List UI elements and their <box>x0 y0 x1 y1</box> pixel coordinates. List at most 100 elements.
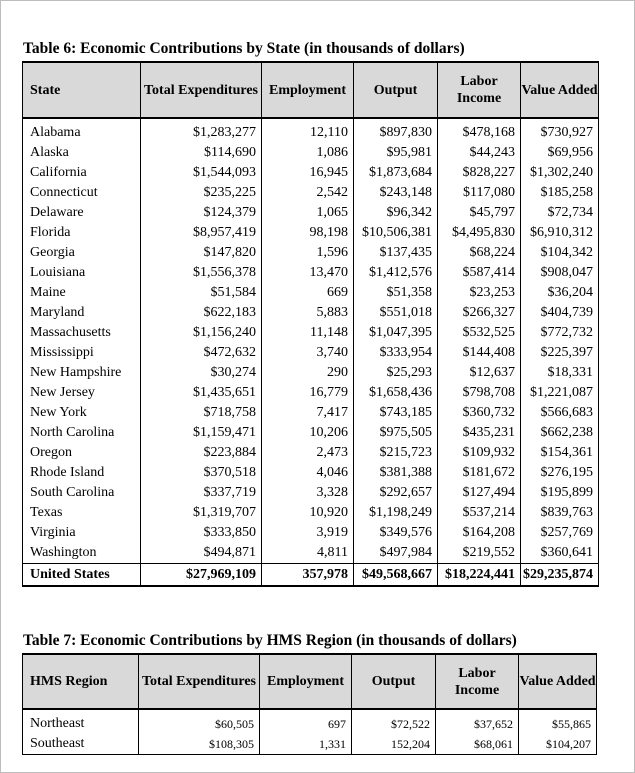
table-cell: $68,224 <box>437 243 521 263</box>
table-row: Massachusetts $1,156,240 11,148 $1,047,395 $… <box>22 323 599 343</box>
table-cell: 12,110 <box>261 123 354 143</box>
row-label: New Jersey <box>22 383 141 403</box>
table-cell: $243,148 <box>353 183 438 203</box>
table-cell: $1,412,576 <box>353 263 438 283</box>
table-cell: $975,505 <box>353 423 438 443</box>
table7-caption: Table 7: Economic Contributions by HMS R… <box>23 632 517 649</box>
table7-body: Northeast $60,505 697 $72,522 $37,652 $55,865… <box>22 709 597 755</box>
table-cell: $1,047,395 <box>353 323 438 343</box>
table-cell: $1,873,684 <box>353 163 438 183</box>
table-cell: 16,779 <box>261 383 354 403</box>
table-cell: $18,331 <box>520 363 599 383</box>
row-label: Rhode Island <box>22 463 141 483</box>
table-cell: $223,884 <box>140 443 262 463</box>
table-cell: $147,820 <box>140 243 262 263</box>
spacer-row <box>22 118 599 123</box>
table-cell: $124,379 <box>140 203 262 223</box>
table-cell: $96,342 <box>353 203 438 223</box>
spacer-row <box>22 709 597 714</box>
table-cell: $908,047 <box>520 263 599 283</box>
table-cell: 1,086 <box>261 143 354 163</box>
table-cell: $381,388 <box>353 463 438 483</box>
table-cell: $370,518 <box>140 463 262 483</box>
table-cell: $292,657 <box>353 483 438 503</box>
row-label: Texas <box>22 503 141 523</box>
table-cell: $23,253 <box>437 283 521 303</box>
table6-caption: Table 6: Economic Contributions by State… <box>23 40 465 57</box>
table-row: Louisiana $1,556,378 13,470 $1,412,576 $587,… <box>22 263 599 283</box>
table-cell: $622,183 <box>140 303 262 323</box>
column-header: Total Expenditures <box>138 653 260 710</box>
table-cell: $1,556,378 <box>140 263 262 283</box>
table-cell: $12,637 <box>437 363 521 383</box>
table7: HMS Region Total Expenditures Employment… <box>22 653 597 755</box>
table-cell: $1,156,240 <box>140 323 262 343</box>
table-row: Maryland $622,183 5,883 $551,018 $266,327 $40… <box>22 303 599 323</box>
table-cell: 1,596 <box>261 243 354 263</box>
table-cell: $69,956 <box>520 143 599 163</box>
table-cell: $1,159,471 <box>140 423 262 443</box>
table-cell: $104,342 <box>520 243 599 263</box>
table-cell: $1,435,651 <box>140 383 262 403</box>
table-cell: $257,769 <box>520 523 599 543</box>
table-row: Delaware $124,379 1,065 $96,342 $45,797 $72,7… <box>22 203 599 223</box>
column-header: Labor Income <box>435 653 519 710</box>
table-row: North Carolina $1,159,471 10,206 $975,505 $4… <box>22 423 599 443</box>
table-cell: $1,302,240 <box>520 163 599 183</box>
table-cell: $4,495,830 <box>437 223 521 243</box>
row-label: North Carolina <box>22 423 141 443</box>
table-cell: 11,148 <box>261 323 354 343</box>
table-cell: 290 <box>261 363 354 383</box>
table-cell: 2,542 <box>261 183 354 203</box>
table-cell: $1,283,277 <box>140 123 262 143</box>
table-cell: 697 <box>259 714 352 734</box>
table-cell: $1,221,087 <box>520 383 599 403</box>
table-cell: $1,319,707 <box>140 503 262 523</box>
column-header: Value Added <box>520 61 599 119</box>
row-label: South Carolina <box>22 483 141 503</box>
row-label: Northeast <box>22 714 139 734</box>
table-row: Southeast $108,305 1,331 152,204 $68,061 $104… <box>22 734 597 755</box>
table-cell: 1,065 <box>261 203 354 223</box>
table-cell: 152,204 <box>351 734 436 755</box>
table-cell: $435,231 <box>437 423 521 443</box>
table-cell: 3,919 <box>261 523 354 543</box>
row-label: Alaska <box>22 143 141 163</box>
row-label: Virginia <box>22 523 141 543</box>
table-cell: $114,690 <box>140 143 262 163</box>
table-cell: $37,652 <box>435 714 519 734</box>
table-cell: 3,740 <box>261 343 354 363</box>
row-label: Washington <box>22 543 141 564</box>
table-cell: 3,328 <box>261 483 354 503</box>
row-label: Delaware <box>22 203 141 223</box>
row-label: Louisiana <box>22 263 141 283</box>
column-header: Output <box>351 653 436 710</box>
row-label: United States <box>22 563 141 587</box>
table-cell: $51,358 <box>353 283 438 303</box>
table-row: New York $718,758 7,417 $743,185 $360,732 $56… <box>22 403 599 423</box>
table-cell: 13,470 <box>261 263 354 283</box>
column-header: State <box>22 61 141 119</box>
table-cell: $566,683 <box>520 403 599 423</box>
table-cell: $337,719 <box>140 483 262 503</box>
table-row: Alaska $114,690 1,086 $95,981 $44,243 $69,956 <box>22 143 599 163</box>
row-label: Oregon <box>22 443 141 463</box>
table-row: Washington $494,871 4,811 $497,984 $219,552 $… <box>22 543 599 564</box>
table-cell: $68,061 <box>435 734 519 755</box>
table-cell: $494,871 <box>140 543 262 564</box>
table-cell: $537,214 <box>437 503 521 523</box>
table-cell: $587,414 <box>437 263 521 283</box>
table-cell: $108,305 <box>138 734 260 755</box>
table-cell: $235,225 <box>140 183 262 203</box>
row-label: Maine <box>22 283 141 303</box>
table-cell: $219,552 <box>437 543 521 564</box>
table-row: Maine $51,584 669 $51,358 $23,253 $36,204 <box>22 283 599 303</box>
row-label: Connecticut <box>22 183 141 203</box>
table-cell: $29,235,874 <box>520 563 599 587</box>
table-row: Connecticut $235,225 2,542 $243,148 $117,080… <box>22 183 599 203</box>
table-cell: $551,018 <box>353 303 438 323</box>
row-label: Southeast <box>22 734 139 755</box>
column-header: Value Added <box>518 653 597 710</box>
table-cell: $472,632 <box>140 343 262 363</box>
table-cell: $478,168 <box>437 123 521 143</box>
